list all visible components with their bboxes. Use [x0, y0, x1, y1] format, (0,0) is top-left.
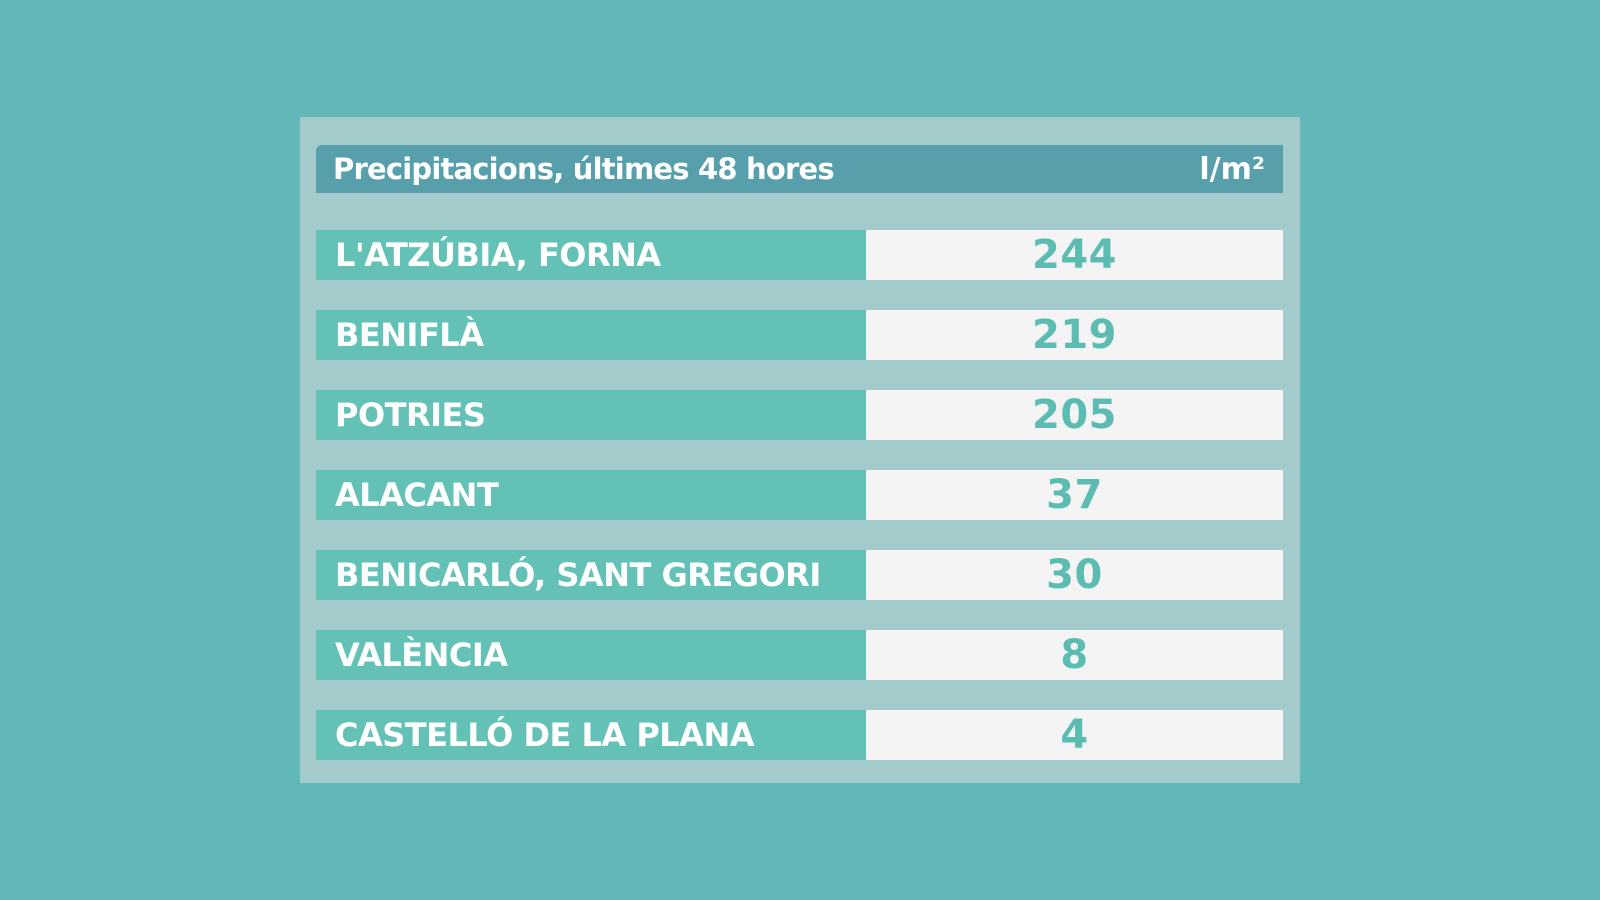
- precipitation-value: 37: [866, 470, 1283, 520]
- table-row: POTRIES 205: [316, 390, 1283, 440]
- table-title: Precipitacions, últimes 48 hores: [333, 152, 835, 186]
- precipitation-value: 8: [866, 630, 1283, 680]
- location-label: CASTELLÓ DE LA PLANA: [316, 710, 866, 760]
- precipitation-table-panel: Precipitacions, últimes 48 hores l/m² L'…: [300, 117, 1300, 783]
- unit-label: l/m²: [1199, 151, 1265, 187]
- table-row: ALACANT 37: [316, 470, 1283, 520]
- precipitation-value: 244: [866, 230, 1283, 280]
- table-row: VALÈNCIA 8: [316, 630, 1283, 680]
- location-label: ALACANT: [316, 470, 866, 520]
- precipitation-value: 4: [866, 710, 1283, 760]
- location-label: POTRIES: [316, 390, 866, 440]
- table-row: BENICARLÓ, SANT GREGORI 30: [316, 550, 1283, 600]
- precipitation-value: 30: [866, 550, 1283, 600]
- table-row: L'ATZÚBIA, FORNA 244: [316, 230, 1283, 280]
- precipitation-value: 205: [866, 390, 1283, 440]
- location-label: BENIFLÀ: [316, 310, 866, 360]
- table-row: BENIFLÀ 219: [316, 310, 1283, 360]
- location-label: L'ATZÚBIA, FORNA: [316, 230, 866, 280]
- location-label: BENICARLÓ, SANT GREGORI: [316, 550, 866, 600]
- table-row: CASTELLÓ DE LA PLANA 4: [316, 710, 1283, 760]
- precipitation-value: 219: [866, 310, 1283, 360]
- location-label: VALÈNCIA: [316, 630, 866, 680]
- table-header: Precipitacions, últimes 48 hores l/m²: [316, 145, 1283, 193]
